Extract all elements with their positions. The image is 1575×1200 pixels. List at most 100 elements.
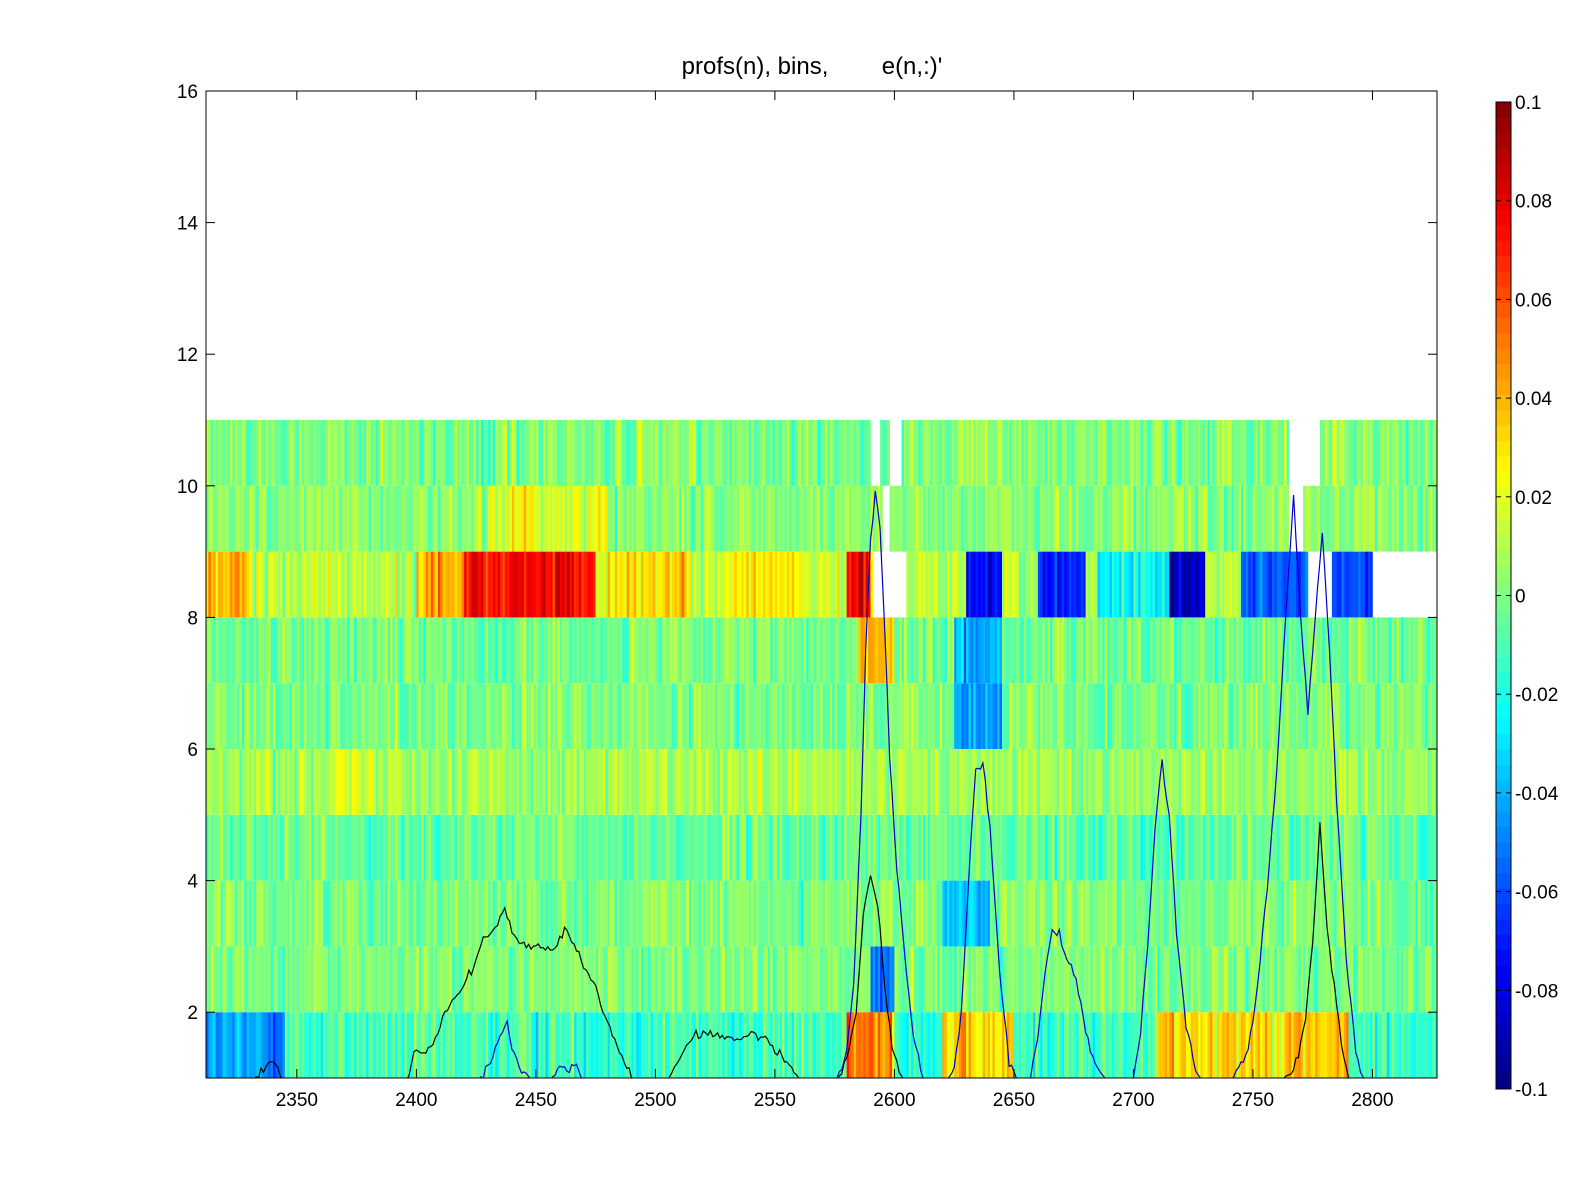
heatmap-cell [1090,749,1094,815]
heatmap-cell [844,683,847,749]
heatmap-cell [676,485,680,552]
heatmap-cell [366,420,369,486]
heatmap-cell [980,551,984,618]
heatmap-cell [215,880,219,947]
heatmap-cell [846,880,850,947]
heatmap-cell [409,617,412,684]
heatmap-cell [1214,683,1218,749]
heatmap-cell [696,880,699,947]
heatmap-cell [325,485,329,552]
heatmap-cell [937,683,941,749]
heatmap-cell [1255,683,1259,749]
heatmap-cell [222,617,226,684]
heatmap-cell [884,1012,888,1078]
heatmap-cell [722,617,726,684]
heatmap-cell [480,683,484,749]
heatmap-cell [1365,551,1369,618]
heatmap-cell [598,880,601,947]
heatmap-cell [963,683,967,749]
heatmap-cell [760,617,764,684]
heatmap-cell [258,946,262,1013]
heatmap-cell [363,946,367,1013]
heatmap-cell [545,617,549,684]
heatmap-cell [588,420,592,486]
heatmap-cell [1040,946,1043,1013]
heatmap-cell [497,485,501,552]
heatmap-cell [1018,551,1022,618]
heatmap-cell [837,880,840,947]
heatmap-cell [1331,814,1335,881]
heatmap-cell [949,749,953,815]
heatmap-cell [1346,683,1349,749]
heatmap-cell [1056,1012,1060,1078]
heatmap-cell [674,683,678,749]
heatmap-cell [540,814,544,881]
heatmap-cell [1095,1012,1098,1078]
heatmap-cell [545,749,549,815]
heatmap-cell [1030,683,1034,749]
heatmap-cell [1162,1012,1165,1078]
heatmap-cell [1370,749,1373,815]
heatmap-cell [906,485,910,552]
heatmap-cell [641,749,644,815]
heatmap-cell [375,946,379,1013]
heatmap-cell [277,551,281,618]
heatmap-cell [1425,617,1428,684]
heatmap-cell [1049,683,1053,749]
heatmap-cell [722,946,726,1013]
heatmap-cell [617,485,620,552]
heatmap-cell [911,485,914,552]
heatmap-cell [323,551,326,618]
heatmap-cell [1181,551,1184,618]
heatmap-cell [674,551,678,618]
heatmap-cell [736,420,740,486]
heatmap-cell [569,485,573,552]
heatmap-cell [770,617,773,684]
heatmap-cell [612,420,616,486]
heatmap-cell [712,880,716,947]
heatmap-cell [593,683,596,749]
heatmap-cell [908,814,912,881]
heatmap-cell [282,485,286,552]
heatmap-cell [206,749,209,815]
heatmap-cell [1303,814,1306,881]
heatmap-cell [765,617,769,684]
heatmap-cell [1420,485,1424,552]
heatmap-cell [516,880,520,947]
heatmap-cell [817,551,821,618]
heatmap-cell [1188,551,1192,618]
heatmap-cell [631,420,635,486]
heatmap-cell [449,617,453,684]
heatmap-cell [1049,946,1053,1013]
heatmap-cell [1362,617,1366,684]
heatmap-cell [1226,683,1230,749]
heatmap-cell [944,485,948,552]
heatmap-cell [1217,814,1220,881]
heatmap-cell [691,1012,694,1078]
heatmap-cell [851,683,855,749]
heatmap-cell [605,749,608,815]
heatmap-cell [256,485,259,552]
heatmap-cell [803,749,807,815]
heatmap-cell [896,749,900,815]
heatmap-cell [318,617,322,684]
heatmap-cell [794,551,797,618]
heatmap-cell [906,617,910,684]
heatmap-cell [442,946,446,1013]
heatmap-cell [428,749,432,815]
heatmap-cell [543,1012,546,1078]
heatmap-cell [684,420,687,486]
heatmap-cell [834,880,838,947]
heatmap-cell [641,485,644,552]
heatmap-cell [229,946,233,1013]
heatmap-cell [1186,551,1189,618]
heatmap-cell [1219,946,1223,1013]
heatmap-cell [304,1012,307,1078]
heatmap-cell [1348,749,1352,815]
heatmap-cell [452,880,455,947]
heatmap-cell [1212,617,1216,684]
heatmap-cell [229,814,233,881]
heatmap-cell [1006,1012,1010,1078]
heatmap-cell [930,617,933,684]
heatmap-cell [887,946,890,1013]
